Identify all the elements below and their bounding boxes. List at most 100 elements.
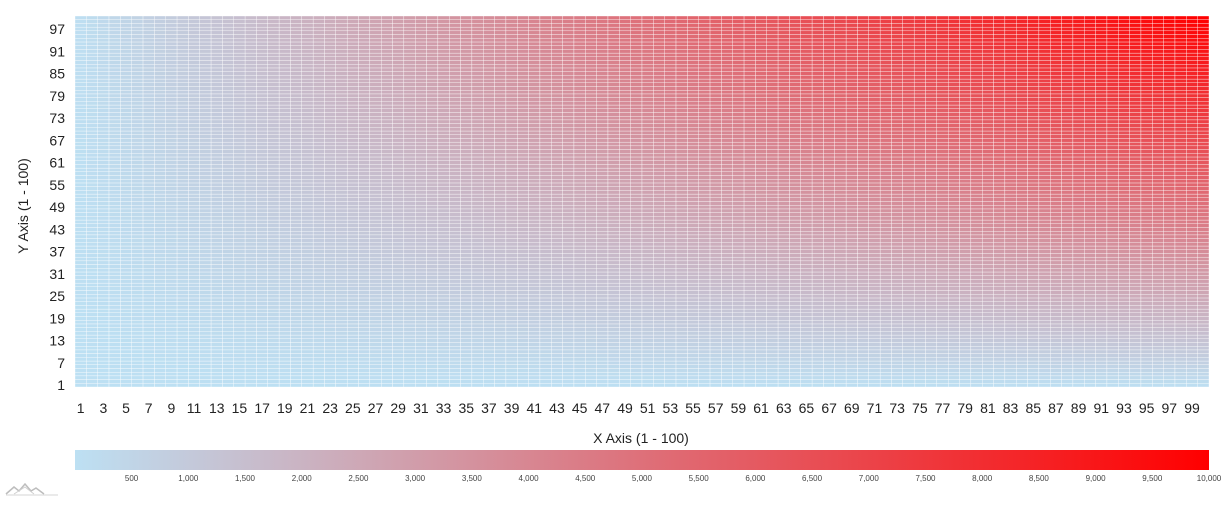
heatmap-cell[interactable] (562, 312, 575, 317)
heatmap-cell[interactable] (687, 334, 699, 339)
heatmap-cell[interactable] (1118, 253, 1130, 258)
heatmap-cell[interactable] (505, 205, 518, 210)
heatmap-cell[interactable] (811, 245, 824, 250)
heatmap-cell[interactable] (687, 294, 699, 299)
heatmap-cell[interactable] (154, 227, 166, 232)
heatmap-cell[interactable] (426, 231, 439, 236)
heatmap-cell[interactable] (244, 268, 257, 273)
heatmap-cell[interactable] (1118, 308, 1130, 313)
heatmap-cell[interactable] (936, 208, 949, 213)
heatmap-cell[interactable] (619, 201, 631, 206)
heatmap-cell[interactable] (789, 294, 801, 299)
heatmap-cell[interactable] (142, 282, 155, 288)
heatmap-cell[interactable] (1186, 349, 1198, 354)
heatmap-cell[interactable] (789, 320, 801, 325)
heatmap-cell[interactable] (1095, 264, 1108, 269)
heatmap-cell[interactable] (948, 360, 960, 365)
heatmap-cell[interactable] (982, 371, 994, 377)
heatmap-cell[interactable] (335, 383, 348, 388)
heatmap-cell[interactable] (936, 268, 949, 273)
heatmap-cell[interactable] (460, 327, 473, 332)
heatmap-cell[interactable] (381, 264, 393, 269)
heatmap-cell[interactable] (857, 290, 869, 295)
heatmap-cell[interactable] (721, 223, 733, 228)
heatmap-cell[interactable] (369, 275, 382, 280)
heatmap-cell[interactable] (607, 264, 620, 269)
heatmap-cell[interactable] (607, 305, 620, 310)
heatmap-cell[interactable] (970, 301, 983, 306)
heatmap-cell[interactable] (789, 371, 801, 377)
heatmap-cell[interactable] (868, 346, 881, 351)
heatmap-cell[interactable] (233, 253, 246, 258)
heatmap-cell[interactable] (1072, 338, 1085, 343)
heatmap-cell[interactable] (834, 360, 847, 365)
heatmap-cell[interactable] (573, 301, 586, 306)
heatmap-cell[interactable] (222, 312, 234, 317)
heatmap-cell[interactable] (641, 227, 654, 232)
heatmap-cell[interactable] (301, 331, 314, 336)
heatmap-cell[interactable] (982, 216, 994, 221)
heatmap-cell[interactable] (585, 338, 597, 343)
heatmap-cell[interactable] (108, 305, 121, 310)
heatmap-cell[interactable] (86, 316, 98, 321)
heatmap-cell[interactable] (290, 216, 302, 221)
heatmap-cell[interactable] (1095, 349, 1108, 354)
heatmap-cell[interactable] (415, 268, 427, 273)
heatmap-cell[interactable] (165, 242, 178, 247)
heatmap-cell[interactable] (641, 268, 654, 273)
heatmap-cell[interactable] (970, 371, 983, 377)
heatmap-cell[interactable] (244, 223, 257, 228)
heatmap-cell[interactable] (108, 216, 121, 221)
heatmap-cell[interactable] (188, 383, 200, 388)
heatmap-cell[interactable] (1129, 383, 1142, 388)
heatmap-cell[interactable] (641, 282, 654, 288)
heatmap-cell[interactable] (664, 360, 677, 365)
heatmap-cell[interactable] (891, 216, 903, 221)
heatmap-cell[interactable] (709, 327, 722, 332)
heatmap-cell[interactable] (188, 245, 200, 250)
heatmap-cell[interactable] (755, 216, 767, 221)
heatmap-cell[interactable] (573, 308, 586, 313)
heatmap-cell[interactable] (154, 201, 166, 206)
heatmap-cell[interactable] (244, 212, 257, 217)
heatmap-cell[interactable] (698, 368, 711, 373)
heatmap-cell[interactable] (834, 271, 847, 276)
heatmap-cell[interactable] (1004, 353, 1017, 358)
heatmap-cell[interactable] (403, 338, 416, 343)
heatmap-cell[interactable] (1186, 212, 1198, 217)
heatmap-cell[interactable] (743, 242, 756, 247)
heatmap-cell[interactable] (913, 371, 926, 377)
heatmap-cell[interactable] (301, 297, 314, 302)
heatmap-cell[interactable] (1106, 282, 1119, 288)
heatmap-cell[interactable] (1106, 371, 1119, 377)
heatmap-cell[interactable] (131, 346, 144, 351)
heatmap-cell[interactable] (721, 331, 733, 336)
heatmap-cell[interactable] (698, 338, 711, 343)
heatmap-cell[interactable] (993, 282, 1006, 288)
heatmap-cell[interactable] (505, 357, 518, 362)
heatmap-cell[interactable] (74, 286, 87, 291)
heatmap-cell[interactable] (732, 338, 745, 343)
heatmap-cell[interactable] (539, 383, 552, 388)
heatmap-cell[interactable] (913, 353, 926, 358)
heatmap-cell[interactable] (687, 316, 699, 321)
heatmap-cell[interactable] (982, 271, 994, 276)
heatmap-cell[interactable] (1152, 208, 1164, 213)
heatmap-cell[interactable] (585, 212, 597, 217)
heatmap-cell[interactable] (913, 342, 926, 347)
heatmap-cell[interactable] (993, 275, 1006, 280)
heatmap-cell[interactable] (165, 282, 178, 288)
heatmap-cell[interactable] (346, 360, 359, 365)
heatmap-cell[interactable] (1118, 334, 1130, 339)
heatmap-cell[interactable] (709, 294, 722, 299)
heatmap-cell[interactable] (86, 349, 98, 354)
heatmap-cell[interactable] (403, 349, 416, 354)
heatmap-cell[interactable] (505, 327, 518, 332)
heatmap-cell[interactable] (936, 223, 949, 228)
heatmap-cell[interactable] (415, 353, 427, 358)
heatmap-cell[interactable] (948, 234, 960, 239)
heatmap-cell[interactable] (369, 249, 382, 254)
heatmap-cell[interactable] (551, 301, 563, 306)
heatmap-cell[interactable] (437, 308, 450, 313)
heatmap-cell[interactable] (868, 208, 881, 213)
